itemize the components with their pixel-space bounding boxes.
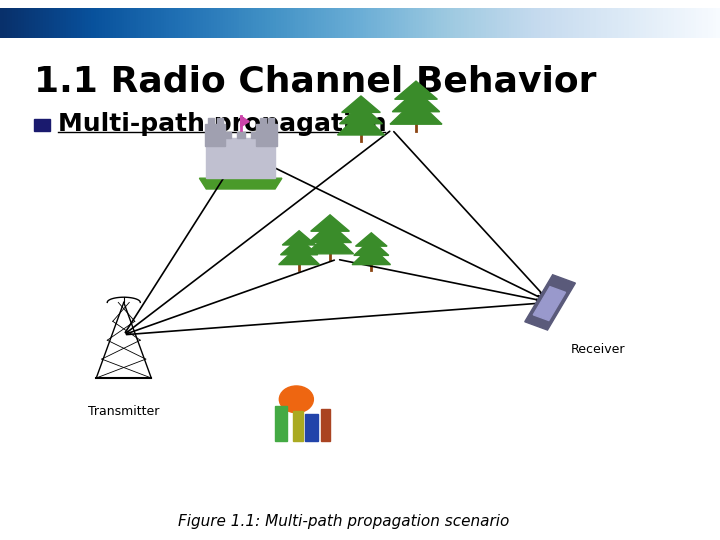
Polygon shape [340, 104, 382, 124]
Bar [256, 124, 276, 146]
Polygon shape [279, 245, 320, 265]
Bar [321, 409, 330, 441]
Circle shape [279, 386, 313, 413]
Text: 1.1 Radio Channel Behavior: 1.1 Radio Channel Behavior [35, 65, 597, 99]
Polygon shape [390, 99, 442, 124]
Text: Transmitter: Transmitter [88, 405, 159, 418]
Bar [207, 138, 275, 178]
Bar [217, 118, 222, 124]
Polygon shape [282, 231, 316, 245]
Bar [275, 406, 287, 441]
Bar [305, 414, 318, 441]
Bar [260, 118, 266, 124]
Bar [35, 119, 50, 131]
Polygon shape [307, 231, 354, 254]
Text: Multi-path propagation: Multi-path propagation [58, 112, 387, 136]
Bar [293, 411, 303, 441]
Polygon shape [525, 275, 575, 330]
Polygon shape [392, 90, 440, 112]
Polygon shape [354, 240, 389, 255]
Bar [208, 118, 214, 124]
Polygon shape [352, 246, 390, 265]
Polygon shape [342, 96, 380, 112]
Bar [237, 132, 245, 138]
Bar [251, 132, 258, 138]
Polygon shape [309, 223, 351, 242]
Polygon shape [338, 112, 384, 135]
Polygon shape [240, 116, 249, 127]
Polygon shape [281, 238, 318, 255]
Bar [223, 132, 231, 138]
Text: Receiver: Receiver [571, 343, 626, 356]
Polygon shape [356, 233, 387, 246]
Polygon shape [395, 81, 437, 99]
Polygon shape [311, 215, 349, 231]
Polygon shape [199, 178, 282, 189]
Bar [204, 124, 225, 146]
Polygon shape [534, 287, 565, 321]
Text: Figure 1.1: Multi-path propagation scenario: Figure 1.1: Multi-path propagation scena… [178, 514, 510, 529]
Bar [268, 118, 274, 124]
